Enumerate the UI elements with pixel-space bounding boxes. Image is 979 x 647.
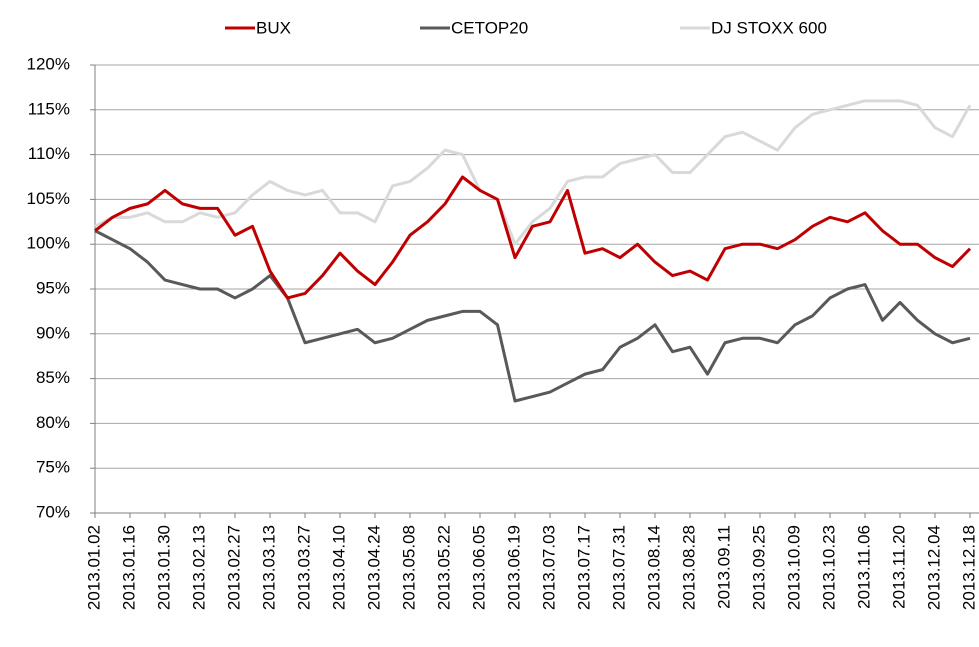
x-tick-label: 2013.06.19 [504,525,523,610]
x-tick-label: 2013.10.23 [819,525,838,610]
y-tick-label: 95% [36,278,70,297]
x-tick-label: 2013.05.08 [399,525,418,610]
y-tick-label: 115% [28,99,70,118]
series-line [94,229,971,403]
x-tick-label: 2013.08.14 [644,525,663,610]
x-tick-label: 2013.03.13 [259,525,278,610]
x-tick-label: 2013.03.27 [294,525,313,610]
series-line [94,175,972,300]
x-tick-label: 2013.04.10 [329,525,348,610]
x-tick-label: 2013.11.20 [889,525,908,609]
x-tick-label: 2013.09.11 [714,525,733,609]
x-tick-label: 2013.05.22 [434,525,453,610]
x-tick-label: 2013.09.25 [749,525,768,610]
series-line [94,99,972,246]
y-tick-label: 85% [36,368,70,387]
x-tick-label: 2013.01.16 [119,525,138,610]
y-tick-label: 100% [27,234,70,253]
x-tick-label: 2013.07.31 [609,525,628,610]
legend-label: CETOP20 [451,18,528,37]
x-tick-label: 2013.12.18 [959,525,978,610]
x-tick-label: 2013.02.27 [224,525,243,610]
x-tick-label: 2013.10.09 [784,525,803,610]
y-tick-label: 90% [36,323,70,342]
y-tick-label: 75% [36,458,70,477]
y-tick-label: 110% [28,144,70,163]
x-tick-label: 2013.11.06 [854,525,873,609]
x-tick-label: 2013.07.17 [574,525,593,610]
x-tick-label: 2013.06.05 [469,525,488,610]
x-tick-label: 2013.01.02 [84,525,103,610]
x-tick-label: 2013.07.03 [539,525,558,610]
legend-label: DJ STOXX 600 [711,18,827,37]
x-tick-label: 2013.08.28 [679,525,698,610]
y-tick-label: 120% [27,54,70,73]
x-tick-label: 2013.12.04 [924,525,943,610]
x-tick-label: 2013.04.24 [364,525,383,610]
x-tick-label: 2013.02.13 [189,525,208,610]
y-tick-label: 70% [36,502,70,521]
x-tick-label: 2013.01.30 [154,525,173,610]
legend-label: BUX [256,18,291,37]
y-tick-label: 80% [36,413,70,432]
y-tick-label: 105% [27,189,70,208]
